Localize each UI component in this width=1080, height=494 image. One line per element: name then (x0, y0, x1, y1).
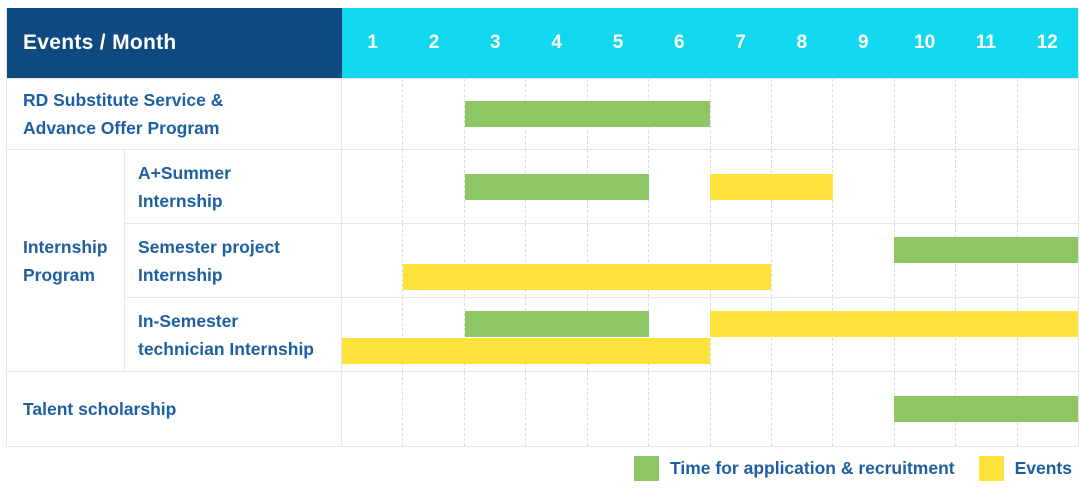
event-label-cell: RD Substitute Service & Advance Offer Pr… (7, 79, 342, 149)
event-row: RD Substitute Service & Advance Offer Pr… (7, 78, 1078, 149)
month-column (342, 224, 402, 297)
month-column (463, 79, 525, 149)
bar-application-recruitment (464, 173, 649, 200)
legend: Time for application & recruitment Events (634, 456, 1072, 481)
month-column (463, 372, 525, 446)
month-column (770, 79, 832, 149)
month-header-cell: 1 (367, 32, 378, 53)
month-header-cell: 11 (975, 32, 996, 53)
month-header-cell: 10 (914, 32, 936, 53)
month-header-cell: 9 (858, 32, 869, 53)
month-column (402, 372, 463, 446)
month-column (525, 372, 586, 446)
month-column (463, 150, 525, 223)
month-column (770, 224, 832, 297)
month-column (525, 224, 586, 297)
header-title: Events / Month (23, 31, 177, 54)
bar-application-recruitment (464, 101, 710, 127)
month-header-cell: 6 (674, 32, 685, 53)
month-column (709, 224, 771, 297)
gantt-table: Events / Month 1 2 3 4 5 6 7 8 9 10 11 12 RD Substi… (6, 8, 1079, 447)
month-column (402, 224, 463, 297)
event-label-cell: A+Summer Internship (125, 150, 342, 223)
legend-item-green: Time for application & recruitment (634, 456, 955, 481)
event-row: A+Summer Internship (125, 150, 1078, 223)
event-label: Semester project Internship (138, 236, 281, 285)
month-column (893, 150, 955, 223)
month-column (463, 298, 525, 371)
month-column (832, 372, 893, 446)
month-column (648, 372, 709, 446)
legend-swatch-yellow-icon (978, 456, 1004, 481)
month-column (832, 150, 893, 223)
month-column (586, 372, 648, 446)
event-label: In-Semester technician Internship (138, 310, 314, 359)
month-column (832, 224, 893, 297)
row-chart-area (342, 224, 1078, 297)
month-header-cell: 12 (1036, 32, 1058, 53)
month-column (402, 150, 463, 223)
month-column (955, 150, 1016, 223)
month-header-cell: 2 (428, 32, 440, 53)
bar-application-recruitment (464, 310, 649, 337)
event-row: In-Semester technician Internship (125, 297, 1078, 371)
month-column (893, 79, 955, 149)
month-column (770, 372, 832, 446)
month-header-cell: 8 (796, 32, 808, 53)
bar-events (342, 337, 710, 364)
group-label-cell: Internship Program (7, 150, 125, 371)
month-column (463, 224, 525, 297)
row-chart-area (342, 79, 1078, 149)
month-header-cell: 4 (551, 32, 562, 53)
month-column (342, 150, 402, 223)
bar-application-recruitment (894, 236, 1078, 263)
month-column (709, 79, 771, 149)
internship-program-group: Internship Program A+Summer Internship Sem… (7, 149, 1078, 371)
month-column (402, 298, 463, 371)
month-column (1016, 150, 1078, 223)
bar-events (403, 263, 772, 290)
month-column (648, 150, 709, 223)
row-chart-area (342, 150, 1078, 223)
event-label-cell: Semester project Internship (125, 224, 342, 297)
legend-swatch-green-icon (634, 456, 660, 481)
group-rows: A+Summer Internship Semester project Inte… (125, 150, 1078, 371)
row-chart-area (342, 372, 1078, 446)
event-label: A+Summer Internship (138, 162, 231, 211)
event-label-cell: Talent scholarship (7, 372, 342, 446)
month-header-cell: 5 (612, 32, 624, 53)
legend-label: Time for application & recruitment (670, 458, 955, 478)
month-header-cell: 3 (490, 32, 501, 53)
month-header-cell: 7 (735, 32, 746, 53)
legend-item-yellow: Events (978, 456, 1072, 481)
month-column (648, 224, 709, 297)
month-column (342, 372, 402, 446)
event-label: Internship Program (23, 236, 108, 285)
event-label: Talent scholarship (23, 399, 177, 419)
bar-events (710, 173, 833, 200)
month-header-row: 1 2 3 4 5 6 7 8 9 10 11 12 (342, 8, 1078, 78)
table-header-row: Events / Month 1 2 3 4 5 6 7 8 9 10 11 12 (7, 8, 1078, 78)
legend-label: Events (1014, 458, 1072, 478)
event-label: RD Substitute Service & Advance Offer Pr… (23, 90, 224, 138)
event-label-cell: In-Semester technician Internship (125, 298, 342, 371)
row-chart-area (342, 298, 1078, 371)
month-column (832, 79, 893, 149)
gantt-body: RD Substitute Service & Advance Offer Pr… (7, 78, 1078, 446)
month-column (1016, 79, 1078, 149)
header-events-month-cell: Events / Month (7, 8, 342, 78)
event-row: Semester project Internship (125, 223, 1078, 297)
bar-application-recruitment (894, 396, 1078, 422)
month-column (402, 79, 463, 149)
month-column (342, 79, 402, 149)
month-column (586, 224, 648, 297)
bar-events (710, 310, 1078, 337)
month-column (709, 372, 771, 446)
event-row: Talent scholarship (7, 371, 1078, 446)
month-column (955, 79, 1016, 149)
